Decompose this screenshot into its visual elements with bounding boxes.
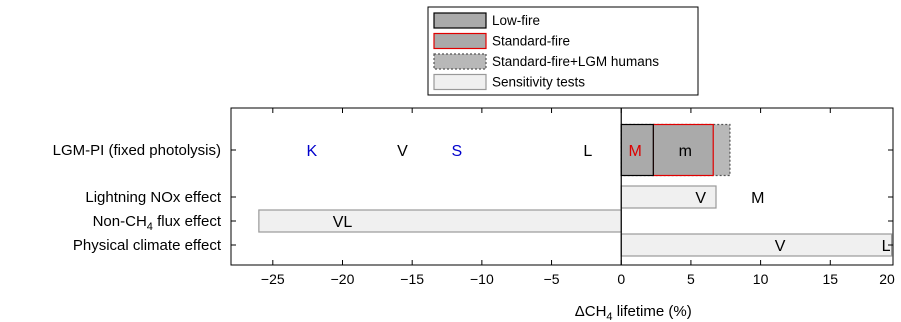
legend: Low-fire Standard-fire Standard-fire+LGM h… <box>427 6 699 96</box>
x-tick-label: 0 <box>617 271 625 287</box>
row-label-lgm: LGM-PI (fixed photolysis) <box>53 142 221 159</box>
model-label: V <box>397 143 408 160</box>
row-labels: LGM-PI (fixed photolysis) Lightning NOx e… <box>53 142 222 254</box>
bar-climate-sens <box>620 233 893 257</box>
plot-frame <box>230 107 894 266</box>
bar-lgm-low <box>620 123 654 177</box>
legend-swatch-low <box>433 12 487 29</box>
x-tick-label: 15 <box>822 271 838 287</box>
x-tick-label: −10 <box>470 271 494 287</box>
legend-swatch-humans <box>433 53 487 70</box>
legend-label: Sensitivity tests <box>492 75 585 90</box>
legend-swatch-sens <box>433 73 487 91</box>
bar-lgm-standard <box>652 123 714 177</box>
model-label: L <box>882 238 891 255</box>
model-label: M <box>751 190 764 207</box>
model-label: K <box>306 143 317 160</box>
legend-label: Standard-fire <box>492 34 570 49</box>
x-tick-label: −5 <box>544 271 560 287</box>
model-label: V <box>695 190 706 207</box>
x-tick-label: −25 <box>261 271 285 287</box>
model-label: S <box>451 143 462 160</box>
x-tick-label: 20 <box>879 271 895 287</box>
bar-group <box>258 123 893 257</box>
legend-label: Standard-fire+LGM humans <box>492 54 659 69</box>
model-label: m <box>679 143 692 160</box>
model-label: V <box>775 238 786 255</box>
row-label-nonch4: Non-CH4 flux effect <box>93 213 222 233</box>
bar-nonch4-sens <box>258 209 622 233</box>
model-label: VL <box>333 214 353 231</box>
legend-swatch-standard <box>433 32 487 50</box>
row-label-lightning: Lightning NOx effect <box>85 189 221 206</box>
row-label-climate: Physical climate effect <box>73 237 222 254</box>
x-axis-label: ΔCH4 lifetime (%) <box>575 303 692 322</box>
x-tick-label: 10 <box>753 271 769 287</box>
model-label: L <box>583 143 592 160</box>
model-label: M <box>629 143 642 160</box>
x-tick-label: 5 <box>687 271 695 287</box>
x-tick-label: −20 <box>331 271 355 287</box>
x-ticks: −25 −20 −15 −10 −5 0 5 10 15 20 <box>231 108 895 287</box>
legend-label: Low-fire <box>492 13 540 28</box>
x-tick-label: −15 <box>400 271 424 287</box>
